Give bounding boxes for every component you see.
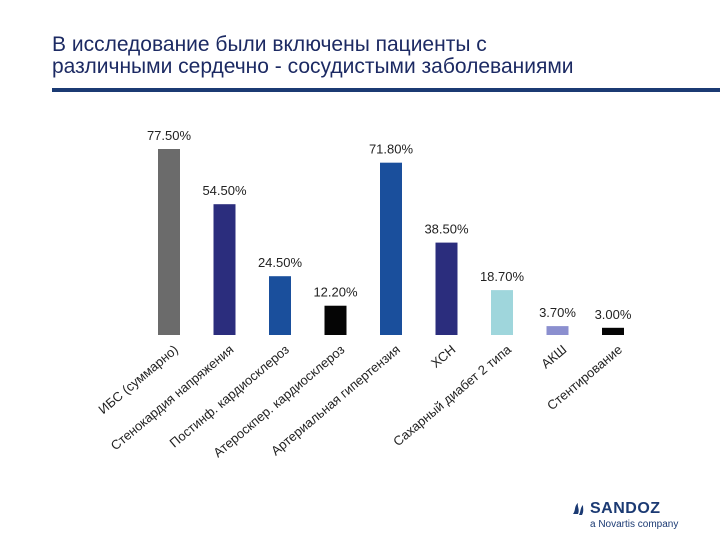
bar-9	[602, 327, 624, 335]
data-label-6: 38.50%	[424, 222, 469, 237]
title-line-2: различными сердечно - сосудистыми заболе…	[52, 55, 574, 78]
data-label-4: 12.20%	[313, 285, 358, 300]
category-label-8: АКШ	[538, 342, 569, 372]
bar-3	[269, 276, 291, 335]
bar-1	[158, 149, 180, 335]
data-label-5: 71.80%	[369, 142, 414, 157]
bar-7	[491, 290, 513, 335]
data-label-1: 77.50%	[147, 128, 192, 143]
data-label-7: 18.70%	[480, 269, 525, 284]
bar-8	[546, 326, 569, 335]
category-label-6: ХСН	[428, 342, 458, 371]
logo-brand: SANDOZ	[590, 500, 661, 517]
bar-2	[213, 204, 236, 335]
title-divider	[52, 88, 720, 92]
bar-chart: 77.50%ИБС (суммарно)54.50%Стенокардия на…	[95, 128, 632, 460]
data-label-9: 3.00%	[595, 307, 632, 322]
bar-5	[380, 162, 402, 335]
data-label-3: 24.50%	[258, 255, 303, 270]
data-label-8: 3.70%	[539, 305, 576, 320]
bar-4	[324, 305, 347, 335]
logo-tagline: a Novartis company	[590, 519, 679, 530]
slide-title: В исследование были включены пациенты с …	[52, 34, 692, 78]
bar-6	[435, 242, 458, 335]
title-line-1: В исследование были включены пациенты с	[52, 33, 487, 56]
sandoz-emblem-icon	[573, 503, 584, 515]
data-label-2: 54.50%	[202, 183, 247, 198]
sandoz-logo: SANDOZ a Novartis company	[570, 500, 690, 530]
